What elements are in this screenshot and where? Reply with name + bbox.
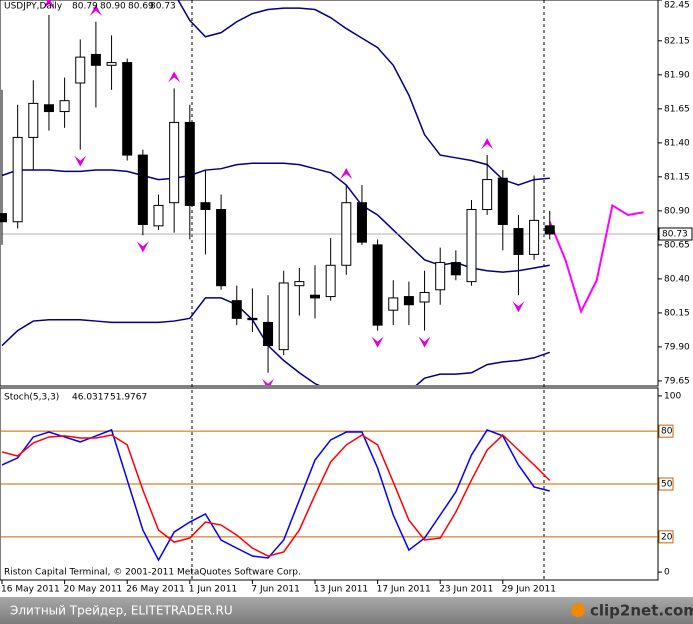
- candle-body: [28, 102, 39, 138]
- logo-icon: [571, 603, 585, 617]
- candle-body: [372, 244, 383, 326]
- y-tick-label: 82.45: [664, 1, 690, 11]
- y-tick-label: 79.90: [664, 342, 690, 352]
- candle-body: [169, 121, 180, 204]
- fractal-up: [340, 168, 353, 180]
- candle-body: [75, 56, 86, 84]
- forecast-line: [548, 203, 644, 315]
- y-tick-label: 100: [664, 391, 681, 401]
- current-price-label: 80.73: [662, 229, 688, 239]
- level-box: [658, 530, 674, 544]
- y-tick-label: 82.15: [664, 36, 690, 46]
- candle-body: [263, 321, 274, 347]
- candle-body: [122, 62, 133, 156]
- y-tick-label: 81.65: [664, 104, 690, 114]
- fractal-down: [512, 301, 525, 313]
- candle-body: [247, 317, 258, 321]
- y-tick-label: 80.40: [664, 274, 690, 284]
- y-tick-label: 80.15: [664, 308, 690, 318]
- symbol: USDJPY,Daily: [4, 2, 63, 12]
- candle-body: [200, 202, 211, 211]
- fractal-up: [42, 0, 55, 9]
- stoch-signal-value: 51.9767: [110, 393, 147, 403]
- candle-body: [231, 300, 242, 319]
- level-label: 20: [661, 532, 673, 542]
- candle-body: [43, 104, 54, 113]
- y-tick-label: 80.90: [664, 206, 690, 216]
- candle-body: [12, 136, 23, 223]
- fractal-down: [418, 336, 431, 348]
- x-tick-label: 1 Jun 2011: [189, 585, 237, 595]
- fractal-down: [74, 155, 87, 167]
- ohlc-open: 80.79: [72, 2, 98, 12]
- stoch-line: [1, 428, 550, 562]
- candle-body: [184, 121, 195, 206]
- x-tick-label: 7 Jun 2011: [251, 585, 299, 595]
- fractal-up: [89, 4, 102, 16]
- level-box: [658, 477, 674, 491]
- level-label: 50: [661, 480, 673, 490]
- candle-body: [544, 225, 555, 235]
- candle-body: [388, 297, 399, 311]
- current-price-box: [658, 227, 693, 241]
- candle-body: [529, 219, 540, 255]
- candle-body: [294, 281, 305, 287]
- y-tick-label: 81.15: [664, 172, 690, 182]
- ohlc-low: 80.69: [128, 2, 154, 12]
- band: [1, 297, 550, 385]
- logo: clip2net.com: [590, 602, 693, 620]
- candle-body: [325, 264, 336, 298]
- fractal-up: [168, 71, 181, 83]
- candle-body: [482, 179, 493, 211]
- candle-body: [497, 177, 508, 225]
- y-tick-label: 0: [664, 568, 670, 578]
- candle-body: [216, 209, 227, 287]
- x-tick-label: 20 May 2011: [64, 585, 123, 595]
- candle-body: [466, 209, 477, 283]
- y-tick-label: 81.40: [664, 138, 690, 148]
- candle-body: [341, 202, 352, 266]
- candle-body: [278, 282, 289, 351]
- candle-body: [450, 262, 461, 276]
- candle-body: [90, 53, 101, 66]
- fractal-up: [481, 138, 494, 150]
- candle-body: [59, 100, 70, 113]
- x-tick-label: 23 Jun 2011: [439, 585, 493, 595]
- y-tick-label: 81.90: [664, 70, 690, 80]
- copyright: Riston Capital Terminal, © 2001-2011 Met…: [4, 568, 301, 578]
- x-tick-label: 26 May 2011: [126, 585, 185, 595]
- ohlc-close: 80.73: [150, 2, 176, 12]
- ohlc-high: 80.90: [100, 2, 126, 12]
- candle-body: [419, 291, 430, 303]
- band: [177, 0, 550, 186]
- fractal-down: [136, 241, 149, 253]
- x-tick-label: 29 Jun 2011: [502, 585, 556, 595]
- level-label: 80: [661, 427, 673, 437]
- fractal-down: [262, 378, 275, 385]
- fractal-down: [371, 336, 384, 348]
- level-box: [658, 424, 674, 438]
- y-tick-label: 79.65: [664, 376, 690, 386]
- y-tick-label: 80.65: [664, 240, 690, 250]
- stoch-title: Stoch(5,3,3): [4, 393, 59, 403]
- x-tick-label: 16 May 2011: [1, 585, 60, 595]
- candle-body: [310, 294, 320, 299]
- candle-body: [435, 262, 446, 291]
- x-tick-label: 17 Jun 2011: [377, 585, 431, 595]
- candle-body: [153, 204, 164, 227]
- stoch-main-value: 46.0317: [72, 393, 109, 403]
- stoch-line: [1, 433, 551, 557]
- x-tick-label: 13 Jun 2011: [314, 585, 368, 595]
- candle-body: [356, 202, 367, 243]
- candle-body: [0, 213, 7, 223]
- footer-caption: Элитный Трейдер, ELITETRADER.RU: [10, 604, 233, 618]
- candle-body: [513, 228, 524, 255]
- candle-body: [106, 62, 117, 66]
- candle-body: [137, 154, 148, 225]
- candle-body: [403, 296, 414, 306]
